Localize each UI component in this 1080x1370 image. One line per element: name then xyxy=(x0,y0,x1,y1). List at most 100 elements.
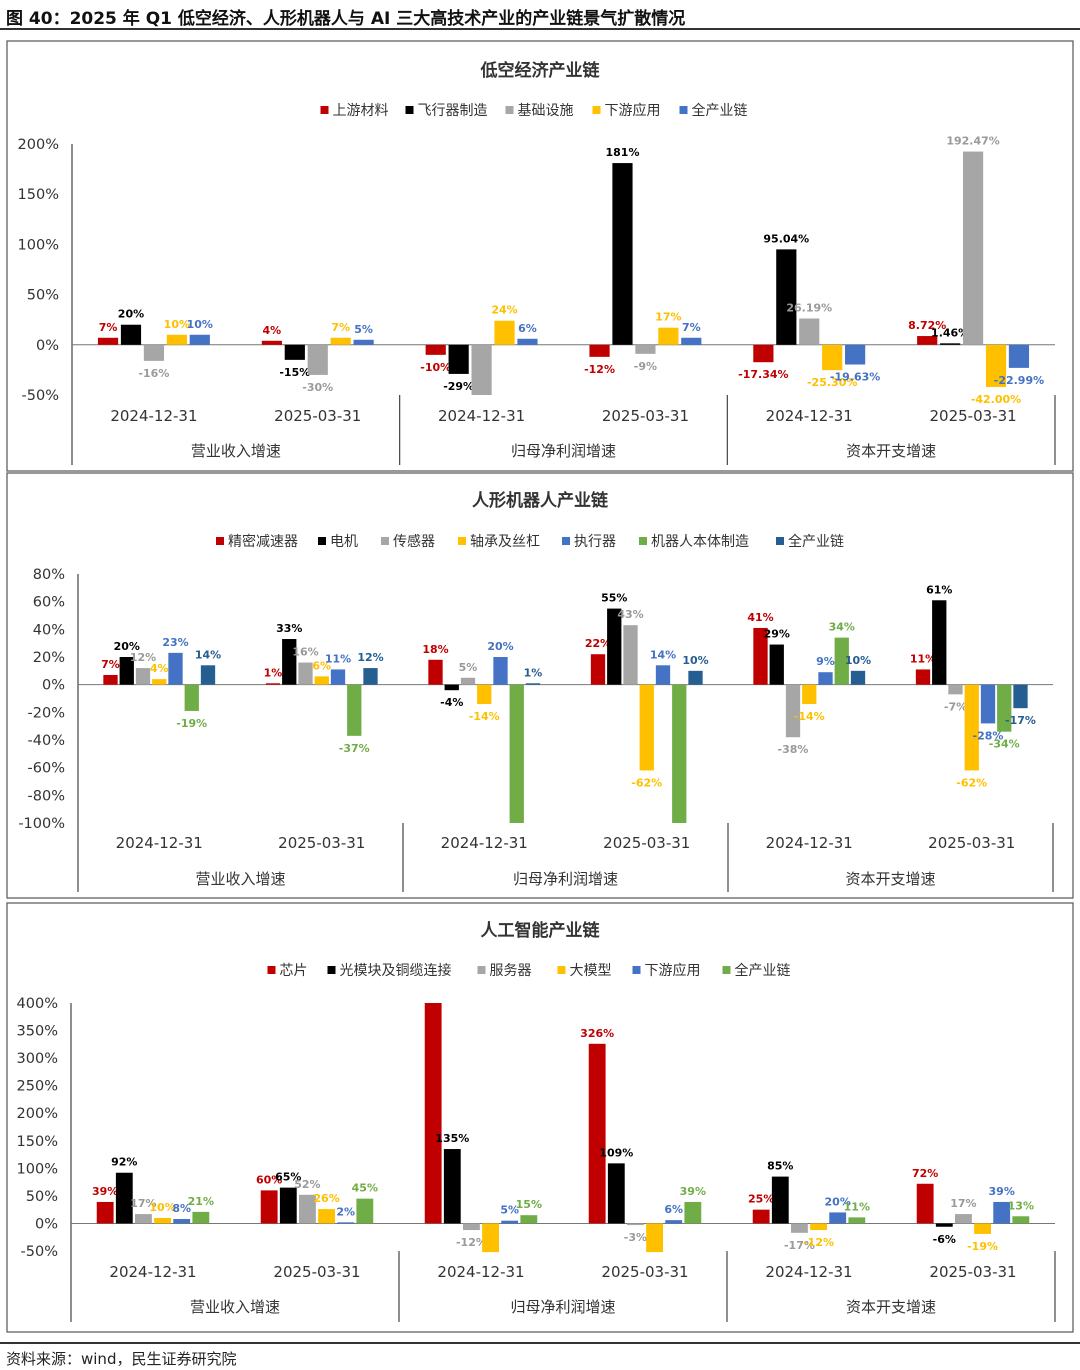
bar-机器人本体制造 xyxy=(672,684,687,823)
group-label: 营业收入增速 xyxy=(190,1298,280,1316)
y-tick-label: 150% xyxy=(17,1134,58,1150)
legend-item: 电机 xyxy=(318,534,358,550)
y-tick-label: 150% xyxy=(18,187,59,203)
bar-轴承及丝杠 xyxy=(639,684,654,771)
bar-服务器 xyxy=(135,1214,152,1224)
bar-全产业链 xyxy=(1012,1216,1030,1224)
bar-芯片 xyxy=(424,1003,442,1224)
bar-精密减速器 xyxy=(265,683,281,685)
legend-label: 电机 xyxy=(330,534,358,550)
bar-芯片 xyxy=(96,1201,114,1224)
bar-轴承及丝杠 xyxy=(152,679,167,685)
bar-大模型 xyxy=(974,1223,991,1234)
data-label: -62% xyxy=(956,776,987,789)
y-tick-label: -40% xyxy=(28,733,65,749)
group-label: 资本开支增速 xyxy=(845,870,935,888)
legend-swatch xyxy=(639,537,647,545)
category-label: 2025-03-31 xyxy=(929,407,1016,425)
data-label: 11% xyxy=(844,1200,870,1213)
data-label: 39% xyxy=(680,1185,706,1198)
bar-全产业链 xyxy=(192,1211,210,1224)
bar-全产业链 xyxy=(850,670,866,685)
source-note: 资料来源：wind，民生证券研究院 xyxy=(6,1350,237,1368)
data-label: 10% xyxy=(187,318,213,331)
data-label: 15% xyxy=(516,1198,542,1211)
bar-执行器 xyxy=(818,672,833,685)
bar-基础设施 xyxy=(471,344,492,395)
category-label: 2025-03-31 xyxy=(274,407,361,425)
data-label: 22% xyxy=(585,637,611,650)
legend-item: 上游材料 xyxy=(320,103,389,119)
y-axis: 400% 350% 300% 250% 200% 150% 100% 50% 0% -50% xyxy=(17,996,72,1322)
bar-基础设施 xyxy=(799,318,820,345)
legend-swatch xyxy=(327,966,336,974)
category-label: 2025-03-31 xyxy=(273,1263,360,1281)
data-label: -30% xyxy=(302,381,333,394)
legend-swatch xyxy=(318,537,326,545)
data-label: 60% xyxy=(256,1173,282,1186)
bar-执行器 xyxy=(655,665,671,685)
bar-精密减速器 xyxy=(915,669,931,685)
data-label: 7% xyxy=(682,321,701,334)
data-label: 26.19% xyxy=(786,302,832,315)
data-label: -17.34% xyxy=(738,368,788,381)
bar-轴承及丝杠 xyxy=(477,684,492,705)
figure-title: 图 40：2025 年 Q1 低空经济、人形机器人与 AI 三大高技术产业的产业… xyxy=(6,9,686,29)
data-label: 20% xyxy=(114,640,140,653)
group-label: 归母净利润增速 xyxy=(510,1298,615,1316)
data-label: -37% xyxy=(339,742,370,755)
legend-label: 光模块及铜缆连接 xyxy=(340,962,452,979)
chart-frame xyxy=(6,472,1074,899)
y-tick-label: 400% xyxy=(17,996,58,1012)
legend-swatch xyxy=(505,106,514,114)
legend-label: 下游应用 xyxy=(645,962,701,979)
y-tick-label: 350% xyxy=(17,1024,58,1040)
data-label: -6% xyxy=(933,1233,956,1246)
bar-服务器 xyxy=(791,1223,808,1233)
data-label: -19% xyxy=(176,717,207,730)
bar-全产业链 xyxy=(189,334,210,345)
legend-item: 执行器 xyxy=(562,534,616,550)
data-label: 9% xyxy=(816,655,835,668)
bar-机器人本体制造 xyxy=(184,684,199,711)
legend-label: 轴承及丝杠 xyxy=(470,534,540,550)
data-label: 72% xyxy=(912,1167,938,1180)
bar-传感器 xyxy=(298,662,313,685)
bar-上游材料 xyxy=(425,344,446,355)
bar-下游应用 xyxy=(822,344,843,371)
bar-全产业链 xyxy=(353,339,374,345)
bar-电机 xyxy=(282,639,297,685)
legend-swatch xyxy=(679,106,688,114)
data-label: 61% xyxy=(926,583,952,596)
data-label: -42.00% xyxy=(971,393,1021,406)
legend-label: 飞行器制造 xyxy=(418,103,488,119)
bar-下游应用 xyxy=(993,1201,1011,1224)
bar-全产业链 xyxy=(520,1215,538,1224)
bar-全产业链 xyxy=(525,683,541,685)
data-label: -28% xyxy=(973,729,1004,742)
bar-机器人本体制造 xyxy=(834,637,849,685)
category-label: 2024-12-31 xyxy=(441,834,528,852)
category-label: 2025-03-31 xyxy=(602,407,689,425)
chart-legend: 上游材料 飞行器制造 基础设施 下游应用 全产业链 xyxy=(320,102,748,119)
legend-label: 全产业链 xyxy=(788,533,844,550)
bar-全产业链 xyxy=(1013,684,1028,709)
bar-传感器 xyxy=(623,625,638,685)
bar-上游材料 xyxy=(589,344,610,357)
bar-大模型 xyxy=(810,1223,827,1231)
bar-机器人本体制造 xyxy=(347,684,362,736)
bar-全产业链 xyxy=(1008,344,1030,368)
data-label: 7% xyxy=(101,658,120,671)
data-label: 11% xyxy=(910,652,936,665)
data-label: -22.99% xyxy=(994,374,1044,387)
data-label: 1% xyxy=(524,666,543,679)
data-label: 1.46% xyxy=(931,326,969,339)
y-tick-label: -50% xyxy=(21,1244,58,1260)
bar-全产业链 xyxy=(363,668,378,685)
bar-电机 xyxy=(932,600,947,685)
data-label: 17% xyxy=(130,1197,156,1210)
y-tick-label: -100% xyxy=(18,816,65,832)
